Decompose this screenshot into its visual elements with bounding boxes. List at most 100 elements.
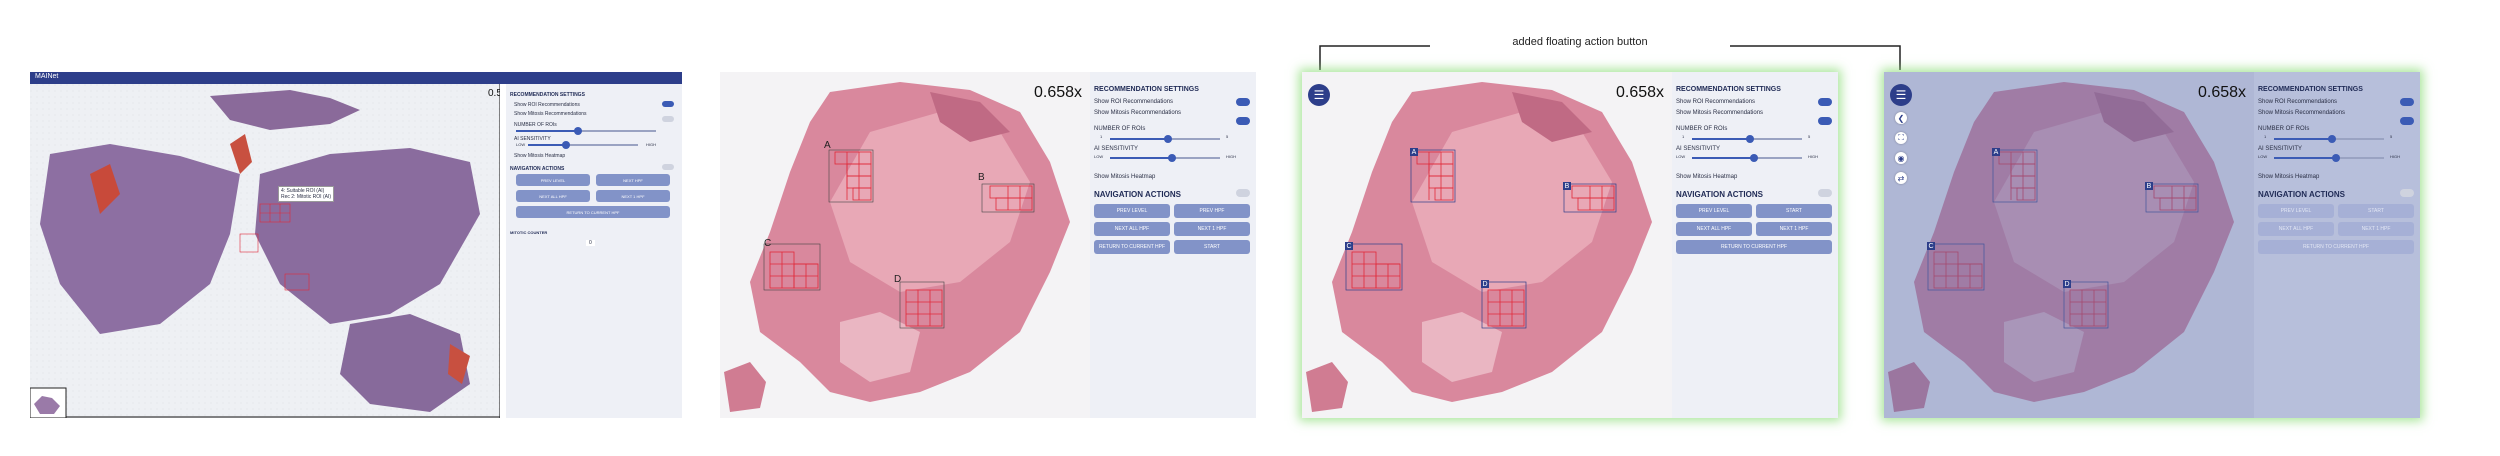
annotation-bracket (1319, 45, 1901, 70)
panel-3-fab: A B C D ☰ 0.658x RECOMMENDATION SETTINGS… (1302, 72, 1838, 418)
menu-icon: ☰ (1895, 88, 1907, 102)
heatmap-toggle[interactable] (2400, 189, 2414, 197)
roi-label-d: D (894, 274, 902, 285)
next-all-hpf-button[interactable]: NEXT ALL HPF (1676, 222, 1752, 236)
slide-viewer[interactable]: A B C D ☰ 0.658x (1302, 72, 1672, 418)
sensitivity-high-label: HIGH (646, 142, 656, 147)
heatmap-toggle[interactable] (662, 164, 674, 170)
ai-sensitivity-slider[interactable] (2274, 154, 2384, 162)
prev-level-button[interactable]: PREV LEVEL (2258, 204, 2334, 218)
recommendation-settings-title: RECOMMENDATION SETTINGS (1676, 86, 1781, 93)
back-button[interactable]: ❮ (1895, 112, 1907, 124)
tooltip-line-2: Rec 2: Mitotic ROI (AI) (281, 194, 332, 200)
return-to-current-hpf-button[interactable]: RETURN TO CURRENT HPF (1676, 240, 1832, 254)
show-roi-toggle[interactable] (2400, 98, 2414, 106)
prev-hpf-button[interactable]: PREV HPF (1174, 204, 1250, 218)
show-roi-toggle[interactable] (1818, 98, 1832, 106)
show-mitosis-toggle[interactable] (662, 116, 674, 122)
sensitivity-high-label: HIGH (2390, 154, 2400, 159)
next-1-hpf-button[interactable]: NEXT 1 HPF (2338, 222, 2414, 236)
heatmap-toggle[interactable] (1818, 189, 1832, 197)
next-hpf-button[interactable]: NEXT HPF (596, 174, 670, 186)
start-button[interactable]: START (1756, 204, 1832, 218)
floating-action-button[interactable]: ☰ (1308, 84, 1330, 106)
number-of-rois-slider[interactable] (2274, 135, 2384, 143)
next-1-hpf-button[interactable]: NEXT 1 HPF (1174, 222, 1250, 236)
heatmap-toggle[interactable] (1236, 189, 1250, 197)
number-of-rois-label: NUMBER OF ROIs (514, 122, 557, 128)
rois-max-label: 5 (2390, 134, 2393, 139)
annotation-label: added floating action button (1430, 36, 1730, 48)
show-mitosis-label: Show Mitosis Recommendations (514, 111, 587, 117)
slide-viewer[interactable]: A B C D 0.658x (720, 72, 1090, 418)
navigation-actions-title: NAVIGATION ACTIONS (2258, 190, 2345, 199)
roi-tooltip: 4: Suitable ROI (AI) Rec 2: Mitotic ROI … (278, 186, 335, 202)
rois-min-label: 1 (2264, 134, 2267, 139)
start-button[interactable]: START (2338, 204, 2414, 218)
sensitivity-low-label: LOW (2258, 154, 2268, 159)
floating-action-button[interactable]: ☰ (1890, 84, 1912, 106)
mitotic-counter-value: 0 (586, 240, 595, 246)
sensitivity-high-label: HIGH (1808, 154, 1818, 159)
sensitivity-low-label: LOW (516, 142, 526, 147)
number-of-rois-slider[interactable] (1110, 135, 1220, 143)
show-mitosis-label: Show Mitosis Recommendations (2258, 110, 2346, 116)
swap-button[interactable]: ⇄ (1895, 172, 1907, 184)
panel-2-redesign: A B C D 0.658x RECOMMENDATION SETTINGS S… (720, 72, 1256, 418)
ai-sensitivity-slider[interactable] (1692, 154, 1802, 162)
show-roi-toggle[interactable] (662, 101, 674, 107)
show-mitosis-toggle[interactable] (1236, 117, 1250, 125)
recommendation-settings-title: RECOMMENDATION SETTINGS (1094, 86, 1199, 93)
heatmap-label: Show Mitosis Heatmap (1676, 174, 1738, 180)
slide-viewer[interactable]: 4: Suitable ROI (AI) Rec 2: Mitotic ROI … (30, 84, 500, 418)
zoom-level: 0.658x (1034, 84, 1083, 101)
app-header: MAINet (30, 72, 682, 84)
roi-label-c: C (764, 238, 772, 249)
zoom-level: 0.658x (2198, 84, 2247, 101)
fullscreen-button[interactable]: ⛶ (1895, 132, 1907, 144)
fullscreen-icon: ⛶ (1898, 133, 1904, 142)
return-to-current-hpf-button[interactable]: RETURN TO CURRENT HPF (1094, 240, 1170, 254)
next-all-hpf-button[interactable]: NEXT ALL HPF (516, 190, 590, 202)
return-to-current-hpf-button[interactable]: RETURN TO CURRENT HPF (2258, 240, 2414, 254)
prev-level-button[interactable]: PREV LEVEL (516, 174, 590, 186)
navigation-actions-title: NAVIGATION ACTIONS (510, 166, 565, 172)
settings-sidebar: RECOMMENDATION SETTINGS Show ROI Recomme… (1672, 72, 1838, 418)
recommendation-settings-title: RECOMMENDATION SETTINGS (2258, 86, 2363, 93)
tissue-slide (1884, 72, 2254, 418)
sensitivity-high-label: HIGH (1226, 154, 1236, 159)
return-to-current-hpf-button[interactable]: RETURN TO CURRENT HPF (516, 206, 670, 218)
slide-viewer[interactable]: A B C D ☰ ❮ ⛶ ◉ ⇄ 0.658x (1884, 72, 2254, 418)
next-all-hpf-button[interactable]: NEXT ALL HPF (1094, 222, 1170, 236)
roi-label-a: A (824, 140, 831, 151)
show-roi-toggle[interactable] (1236, 98, 1250, 106)
ai-sensitivity-slider[interactable] (528, 141, 638, 149)
next-1-hpf-button[interactable]: NEXT 1 HPF (596, 190, 670, 202)
start-button[interactable]: START (1174, 240, 1250, 254)
roi-label-c: C (1927, 242, 1935, 250)
menu-icon: ☰ (1313, 88, 1325, 102)
rois-max-label: 5 (1808, 134, 1811, 139)
prev-level-button[interactable]: PREV LEVEL (1094, 204, 1170, 218)
number-of-rois-label: NUMBER OF ROIs (1094, 126, 1146, 132)
screenshot-button[interactable]: ◉ (1895, 152, 1907, 164)
roi-label-d: D (1481, 280, 1489, 288)
ai-sensitivity-slider[interactable] (1110, 154, 1220, 162)
heatmap-label: Show Mitosis Heatmap (514, 153, 566, 159)
tissue-slide (1306, 82, 1652, 412)
number-of-rois-slider[interactable] (516, 127, 656, 135)
panel-4-fab-open: A B C D ☰ ❮ ⛶ ◉ ⇄ 0.658x RECOMMENDATION … (1884, 72, 2420, 418)
annotation-connector (1318, 44, 1902, 72)
settings-sidebar: RECOMMENDATION SETTINGS Show ROI Recomme… (2254, 72, 2420, 418)
number-of-rois-slider[interactable] (1692, 135, 1802, 143)
show-mitosis-toggle[interactable] (2400, 117, 2414, 125)
back-icon: ❮ (1897, 113, 1905, 123)
number-of-rois-label: NUMBER OF ROIs (2258, 126, 2310, 132)
show-mitosis-toggle[interactable] (1818, 117, 1832, 125)
next-1-hpf-button[interactable]: NEXT 1 HPF (1756, 222, 1832, 236)
roi-label-b: B (1563, 182, 1571, 190)
sensitivity-low-label: LOW (1676, 154, 1686, 159)
next-all-hpf-button[interactable]: NEXT ALL HPF (2258, 222, 2334, 236)
prev-level-button[interactable]: PREV LEVEL (1676, 204, 1752, 218)
number-of-rois-label: NUMBER OF ROIs (1676, 126, 1728, 132)
